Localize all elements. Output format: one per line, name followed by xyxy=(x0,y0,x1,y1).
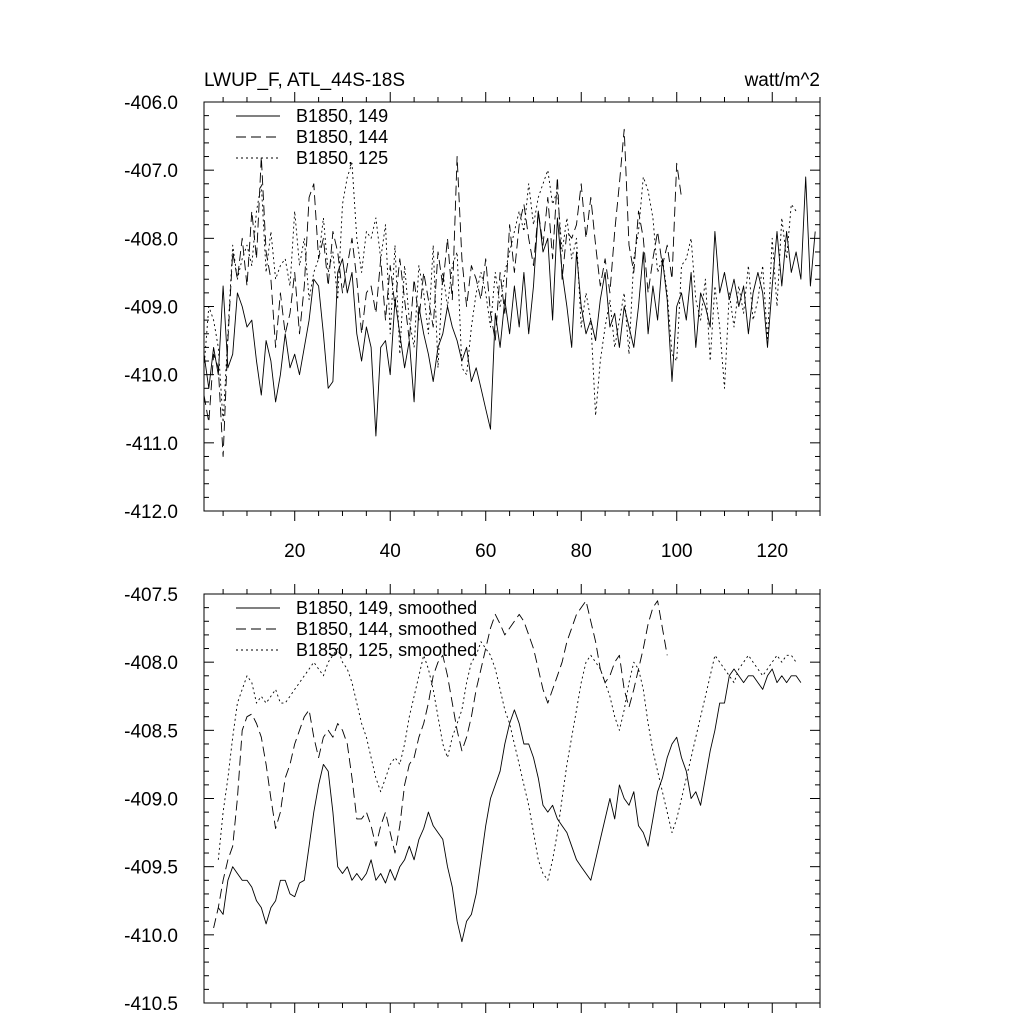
x-tick-label: 20 xyxy=(284,541,305,562)
y-tick-label: -411.0 xyxy=(126,434,178,455)
y-ticks-top: -412.0 -411.0 -410.0 -409.0 -408.0 -407.0 -406… xyxy=(124,93,820,523)
series-line xyxy=(203,162,797,423)
y-tick-label: -410.5 xyxy=(124,994,178,1015)
series-line xyxy=(203,128,682,457)
legend-label: B1850, 125 xyxy=(296,148,388,168)
y-tick-label: -410.0 xyxy=(124,366,178,387)
series-line xyxy=(203,176,816,437)
panel-raw: LWUP_F, ATL_44S-18S watt/m^2 20 40 60 80 100… xyxy=(124,70,821,562)
x-tick-label: 120 xyxy=(756,541,788,562)
legend-label: B1850, 125, smoothed xyxy=(296,640,477,660)
y-tick-label: -407.0 xyxy=(124,161,178,182)
x-ticks-bottom xyxy=(222,584,821,1013)
y-ticks-bottom: -410.5 -410.0 -409.5 -409.0 -408.5 -408.0 -407… xyxy=(124,585,820,1015)
x-tick-label: 60 xyxy=(475,541,496,562)
y-tick-label: -412.0 xyxy=(124,502,178,523)
legend-label: B1850, 149 xyxy=(296,106,388,126)
series-lines-bottom xyxy=(213,600,802,943)
x-tick-label: 40 xyxy=(380,541,401,562)
y-tick-label: -408.0 xyxy=(124,229,178,250)
y-tick-label: -409.0 xyxy=(124,790,178,811)
series-line xyxy=(217,641,797,881)
series-line xyxy=(213,600,668,929)
legend-label: B1850, 144, smoothed xyxy=(296,619,477,639)
y-tick-label: -407.5 xyxy=(124,585,178,606)
x-ticks-top: 20 40 60 80 100 120 xyxy=(222,92,821,562)
y-tick-label: -409.5 xyxy=(124,858,178,879)
series-line xyxy=(217,668,802,943)
y-tick-label: -408.5 xyxy=(124,721,178,742)
x-tick-label: 100 xyxy=(661,541,693,562)
y-tick-label: -410.0 xyxy=(124,926,178,947)
y-tick-label: -409.0 xyxy=(124,298,178,319)
x-tick-label: 80 xyxy=(571,541,592,562)
y-tick-label: -406.0 xyxy=(124,93,178,114)
panel-smoothed: -410.5 -410.0 -409.5 -409.0 -408.5 -408.0 -407… xyxy=(124,584,821,1015)
legend-label: B1850, 149, smoothed xyxy=(296,598,477,618)
chart-title: LWUP_F, ATL_44S-18S xyxy=(204,70,405,91)
units-label: watt/m^2 xyxy=(744,70,820,91)
y-tick-label: -408.0 xyxy=(124,653,178,674)
legend-label: B1850, 144 xyxy=(296,127,388,147)
series-lines-top xyxy=(203,128,816,457)
